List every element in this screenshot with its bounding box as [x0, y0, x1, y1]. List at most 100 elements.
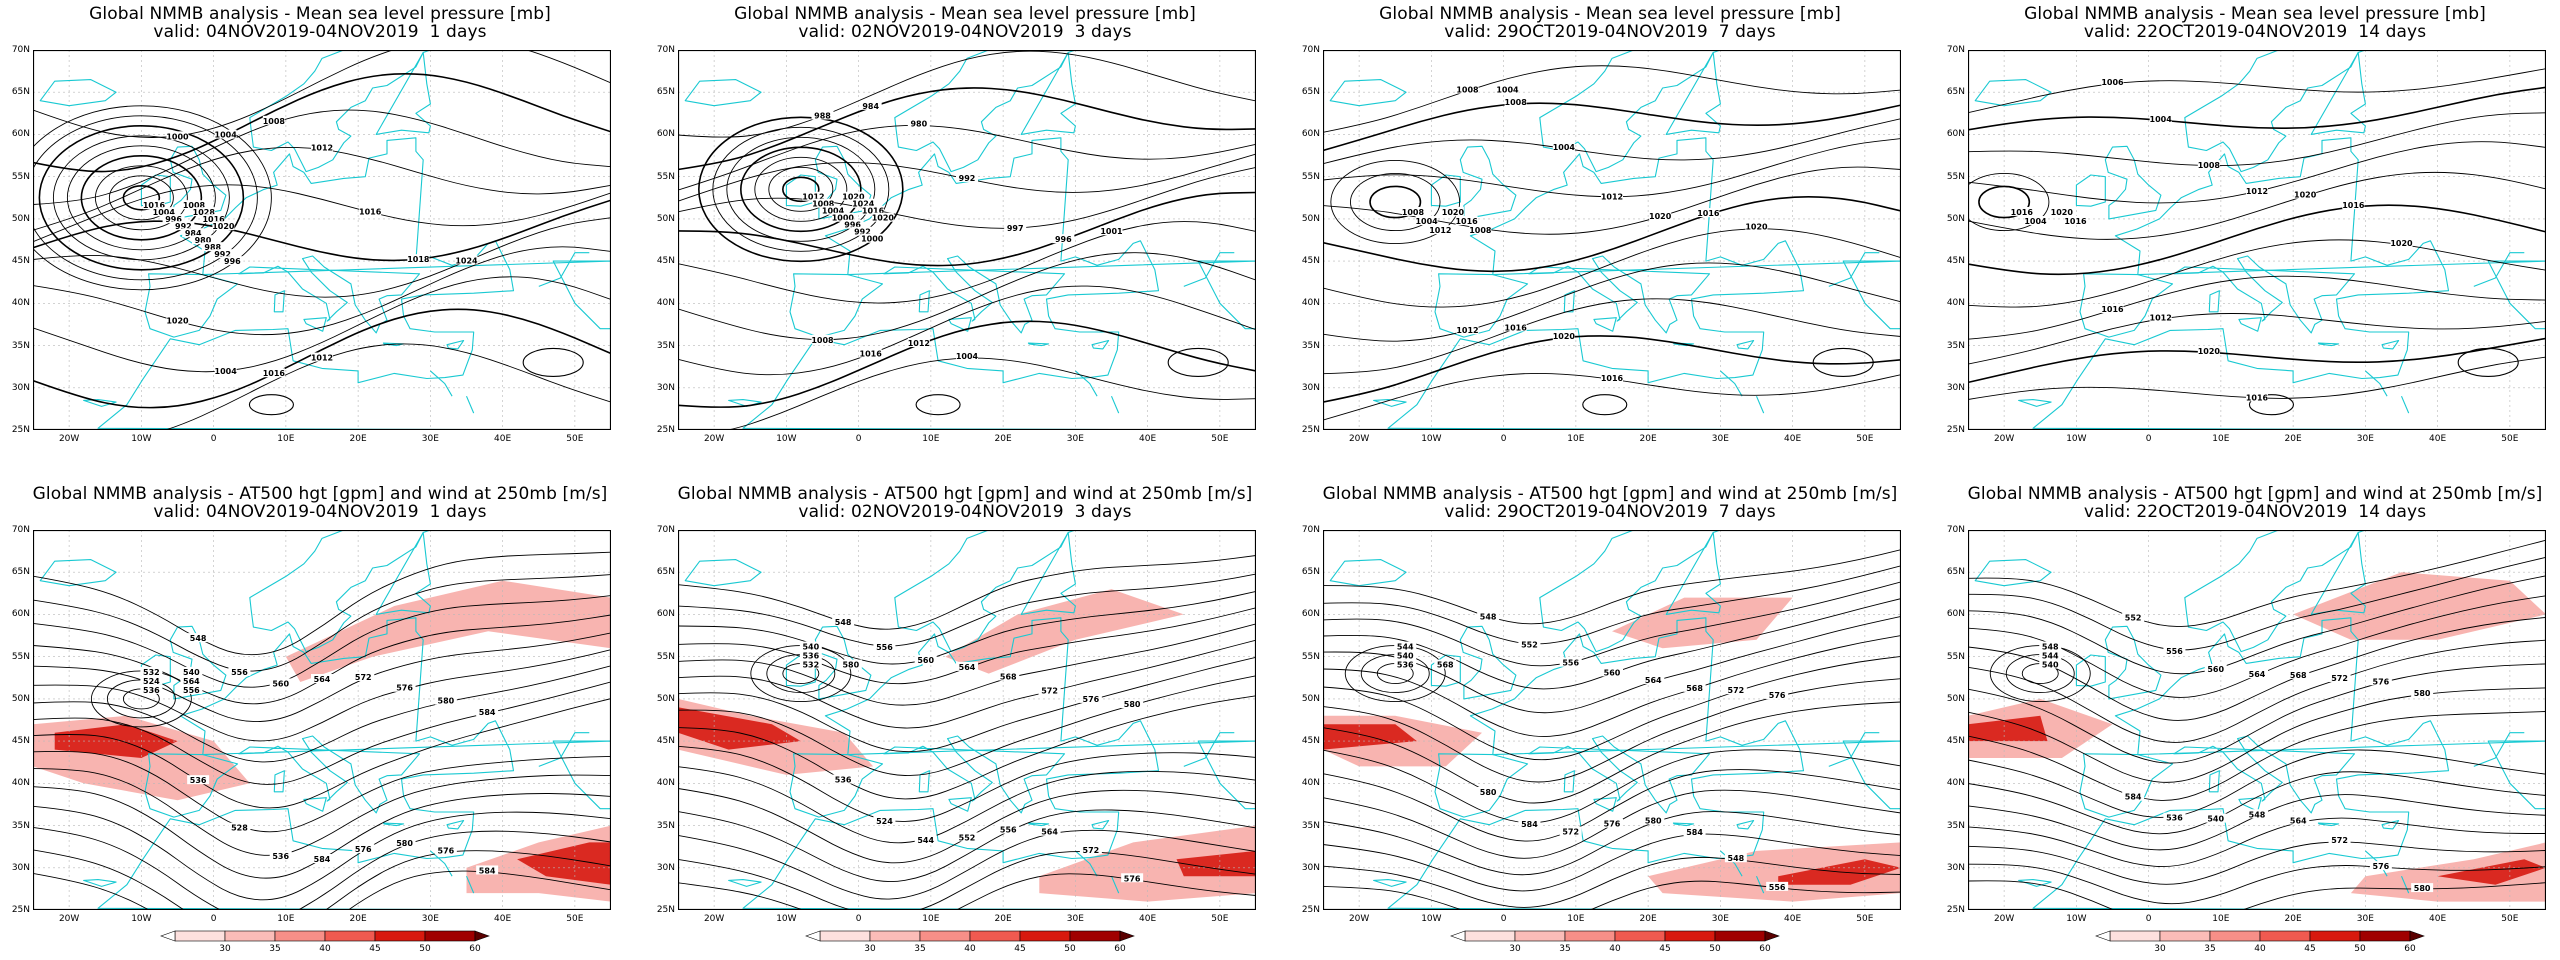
colorbar-low-arrow	[1450, 930, 1466, 942]
contour-label: 580	[1480, 788, 1497, 797]
contour-label-bg	[2197, 160, 2220, 170]
lon-tick-label: 50E	[1856, 434, 1874, 444]
contour-label-bg	[1038, 826, 1061, 836]
contour-label-bg	[1642, 815, 1665, 825]
contour-label: 1016	[2101, 305, 2124, 314]
contour-label-bg	[2064, 216, 2087, 226]
colorbar: 30 35 40 45 50 60	[805, 928, 1135, 958]
colorbar-tick-label: 60	[1759, 944, 1771, 954]
contour-label-bg	[2328, 835, 2351, 845]
lon-tick-label: 20W	[1993, 914, 2015, 924]
contour-label: 1008	[811, 336, 834, 345]
contour-label: 572	[355, 673, 372, 682]
contour-label-bg	[799, 650, 822, 660]
contour-label-bg	[201, 242, 224, 252]
isolines	[678, 50, 1256, 430]
panel-title: Global NMMB analysis - Mean sea level pr…	[89, 4, 551, 24]
lat-tick-label: 25N	[1946, 425, 1965, 435]
contour-label: 1008	[1469, 226, 1492, 235]
map-gridlines	[1323, 530, 1901, 910]
map-area: 1008 1004 1012 1008 1008 1004 1012 1020 1016 1020…	[1323, 50, 1901, 430]
contour-label-bg	[2411, 688, 2434, 698]
lon-tick-label: 0	[2145, 914, 2152, 924]
lon-tick-label: 40E	[1784, 914, 1802, 924]
coastlines	[684, 50, 1256, 430]
contour-label-bg	[2149, 312, 2172, 322]
contour-label-bg	[2369, 861, 2392, 871]
lat-tick-label: 40N	[1946, 778, 1965, 789]
contour-label: 524	[876, 817, 893, 826]
lat-tick-label: 55N	[11, 651, 30, 662]
contour-label: 1028	[193, 208, 216, 217]
jet-region	[2350, 842, 2546, 902]
contour-label: 1020	[1649, 212, 1672, 221]
contour-label-bg	[311, 352, 333, 362]
contour-label: 1016	[1697, 209, 1720, 218]
contour-label: 1016	[143, 201, 166, 210]
lat-tick-label: 65N	[656, 87, 675, 98]
lat-tick-label: 25N	[656, 905, 675, 915]
contour-label-bg	[1004, 223, 1027, 233]
panel-valid-period: valid: 22OCT2019-04NOV2019 14 days	[2083, 22, 2427, 42]
contour-label: 1004	[2024, 217, 2047, 226]
contour-label: 540	[1397, 652, 1414, 661]
lat-tick-label: 35N	[656, 340, 675, 351]
lon-tick-label: 0	[855, 434, 862, 444]
jet-core	[2437, 859, 2546, 885]
contour-label-bg	[1394, 659, 1417, 669]
contour-label: 576	[1083, 695, 1100, 704]
contour-label: 540	[2042, 661, 2059, 670]
contour-label-bg	[907, 118, 930, 128]
colorbar-high-arrow	[474, 930, 490, 942]
contour-label: 540	[183, 668, 200, 677]
contour-label-bg	[822, 205, 845, 215]
colorbar-swatch	[2359, 930, 2411, 942]
lon-tick-label: 40E	[1784, 434, 1802, 444]
colorbar-swatch	[1664, 930, 1716, 942]
contour-label-bg	[1642, 674, 1665, 684]
lat-tick-label: 70N	[1946, 525, 1965, 535]
map-area: 532 536 540 548 556 560 564 568 572 576 580 536 524 5…	[678, 530, 1256, 910]
contour-label: 1020	[1745, 223, 1768, 232]
contour-label: 1004	[1553, 143, 1576, 152]
colorbar-tick-label: 60	[1114, 944, 1126, 954]
contour-label: 1004	[215, 131, 238, 140]
lat-tick-label: 50N	[656, 213, 675, 224]
contour-label-bg	[859, 100, 882, 110]
colorbar-svg	[1450, 930, 1780, 942]
colorbar-tick-label: 50	[1064, 944, 1076, 954]
map-background	[1968, 50, 2546, 430]
colorbar-high-arrow	[1764, 930, 1780, 942]
contour-label-bg	[2024, 216, 2047, 226]
map-gridlines	[678, 530, 1256, 910]
isolines	[1968, 539, 2546, 910]
contour-label-bg	[859, 348, 882, 358]
contour-label-bg	[852, 198, 875, 208]
map-frame	[1968, 50, 2546, 430]
contour-label: 552	[959, 833, 976, 842]
lat-tick-label: 40N	[1301, 778, 1320, 789]
lon-tick-label: 0	[2145, 434, 2152, 444]
contour-label-bg	[1496, 84, 1519, 94]
contour-label-bg	[1766, 690, 1789, 700]
contour-label: 1020	[212, 222, 235, 231]
panel-title: Global NMMB analysis - Mean sea level pr…	[1379, 4, 1841, 24]
lat-tick-label: 35N	[1301, 340, 1320, 351]
lon-tick-label: 50E	[1211, 434, 1229, 444]
lat-tick-label: 25N	[11, 425, 30, 435]
lon-tick-label: 10E	[1567, 434, 1585, 444]
map-gridlines	[1323, 50, 1901, 430]
lat-tick-label: 65N	[1301, 567, 1320, 578]
contour-label: 524	[143, 677, 160, 686]
map-background	[33, 50, 611, 430]
contour-label: 572	[1041, 687, 1058, 696]
contour-label-bg	[831, 212, 854, 222]
z500-panel-1: Global NMMB analysis - AT500 hgt [gpm] a…	[0, 480, 640, 960]
contour-label: 576	[438, 846, 455, 855]
lon-tick-label: 20E	[349, 434, 367, 444]
contour-labels: 5325365405485565605645685725765805365245…	[799, 616, 1144, 883]
